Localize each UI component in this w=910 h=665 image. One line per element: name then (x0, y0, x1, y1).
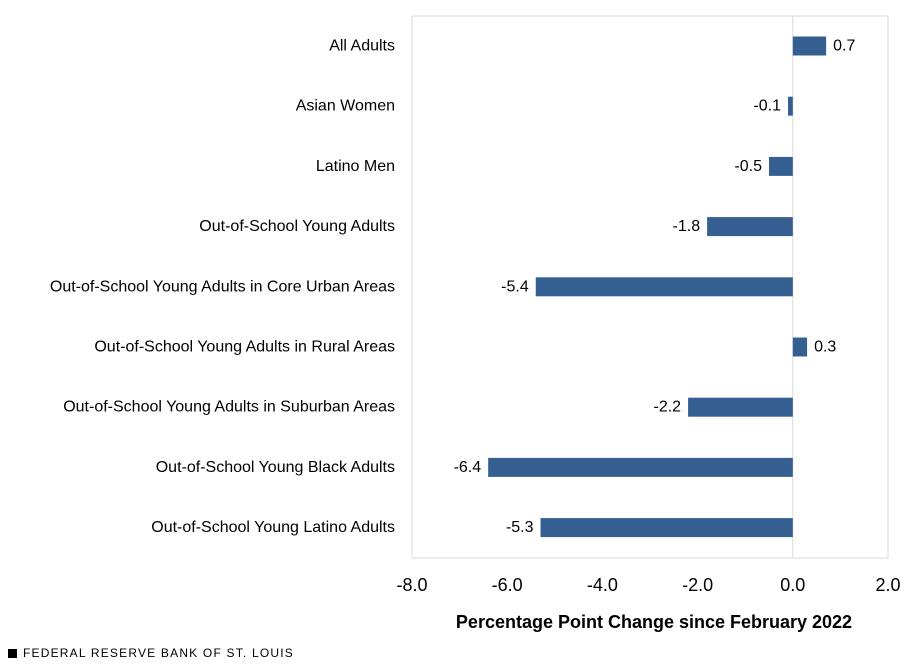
bar (535, 277, 793, 297)
value-label: 0.3 (814, 339, 836, 356)
value-label: -5.4 (501, 278, 529, 295)
category-label: All Adults (329, 38, 395, 55)
value-label: 0.7 (833, 38, 855, 55)
category-label: Out-of-School Young Black Adults (156, 459, 395, 476)
x-axis-title: Percentage Point Change since February 2… (456, 612, 852, 632)
category-label: Out-of-School Young Adults in Suburban A… (63, 399, 395, 416)
x-tick-label: -6.0 (492, 575, 523, 595)
category-label: Latino Men (316, 158, 395, 175)
x-tick-label: 0.0 (780, 575, 805, 595)
category-label: Out-of-School Young Adults in Rural Area… (94, 339, 395, 356)
x-tick-label: -2.0 (682, 575, 713, 595)
x-tick-label: -4.0 (587, 575, 618, 595)
bar (540, 518, 793, 538)
bar (792, 36, 827, 56)
bar (769, 156, 793, 176)
source-label: FEDERAL RESERVE BANK OF ST. LOUIS (23, 646, 294, 660)
value-label: -2.2 (654, 399, 682, 416)
x-tick-label: -8.0 (396, 575, 427, 595)
bar (788, 96, 793, 116)
value-label: -5.3 (506, 519, 534, 536)
value-label: -6.4 (454, 459, 482, 476)
bar (688, 397, 793, 417)
footer-source: FEDERAL RESERVE BANK OF ST. LOUIS (8, 646, 294, 660)
value-label: -1.8 (673, 218, 701, 235)
category-label: Out-of-School Young Adults (199, 218, 395, 235)
value-label: -0.1 (753, 98, 781, 115)
plot-frame (411, 15, 889, 559)
value-label: -0.5 (734, 158, 762, 175)
x-tick-label: 2.0 (875, 575, 900, 595)
category-label: Out-of-School Young Adults in Core Urban… (50, 278, 395, 295)
bar (488, 457, 793, 477)
bar (792, 337, 808, 357)
category-label: Out-of-School Young Latino Adults (151, 519, 395, 536)
square-icon (8, 648, 17, 658)
bar (707, 217, 793, 237)
category-label: Asian Women (296, 98, 395, 115)
